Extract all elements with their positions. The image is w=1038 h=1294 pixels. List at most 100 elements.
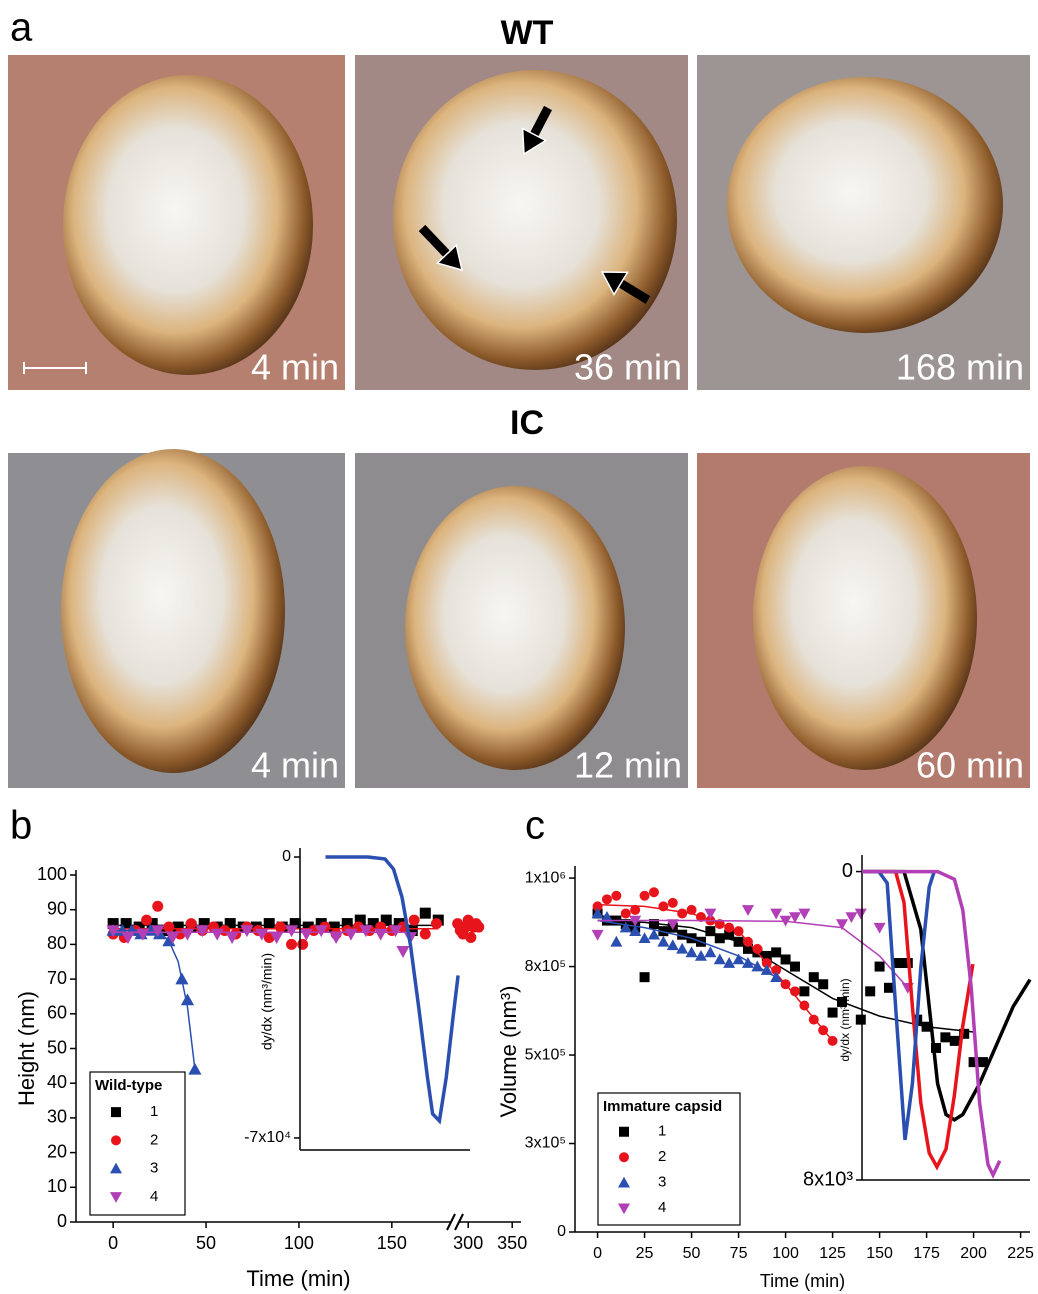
y-axis-label: Height (nm) (14, 991, 39, 1106)
marker (855, 909, 867, 920)
marker (657, 936, 669, 947)
marker (893, 958, 903, 968)
legend-label: 1 (150, 1103, 158, 1120)
marker (611, 891, 621, 901)
capsid (405, 486, 625, 770)
marker (667, 939, 679, 950)
capsid (727, 77, 1003, 333)
y-tick-label: 0 (282, 848, 291, 865)
x-axis-label: Time (min) (760, 1271, 845, 1291)
marker (770, 909, 782, 920)
x-tick-label: 0 (108, 1233, 118, 1253)
time-label: 60 min (916, 745, 1024, 786)
marker (152, 901, 163, 912)
x-axis-label: Time (min) (246, 1266, 350, 1291)
marker (828, 1036, 838, 1046)
marker (799, 986, 809, 996)
x-tick-label: 300 (453, 1233, 483, 1253)
y-tick-label: 0 (57, 1211, 67, 1231)
marker (640, 891, 650, 901)
legend-label: 4 (658, 1199, 666, 1216)
marker (856, 1015, 866, 1025)
x-tick-label: 125 (819, 1245, 846, 1262)
row-title: WT (501, 14, 554, 52)
marker (818, 1025, 828, 1035)
y-tick-label: 3x10⁵ (525, 1135, 566, 1152)
marker (420, 928, 431, 939)
marker (705, 926, 715, 936)
marker (668, 898, 678, 908)
marker (141, 915, 152, 926)
x-tick-label: 0 (593, 1245, 602, 1262)
marker (592, 930, 604, 941)
marker (874, 923, 886, 934)
y-tick-label: 8x10³ (803, 1168, 853, 1190)
marker (875, 962, 885, 972)
marker (686, 946, 698, 957)
marker (286, 939, 297, 950)
legend-title: Immature capsid (603, 1098, 722, 1115)
legend-marker (619, 1127, 629, 1137)
marker (473, 922, 484, 933)
marker (264, 918, 275, 929)
y-tick-label: 30 (47, 1107, 67, 1127)
marker (734, 926, 744, 936)
marker (771, 947, 781, 957)
curve (862, 872, 934, 1140)
marker (845, 912, 857, 923)
marker (188, 1063, 201, 1075)
y-tick-label: 40 (47, 1072, 67, 1092)
marker (374, 929, 387, 941)
marker (790, 986, 800, 996)
x-tick-label: 350 (497, 1233, 527, 1253)
marker (649, 887, 659, 897)
marker (818, 979, 828, 989)
marker (798, 909, 810, 920)
page: {"panel_labels": ["a", "b", "c"], "panel… (0, 0, 1038, 1294)
time-label: 168 min (896, 347, 1024, 388)
y-tick-label: 100 (37, 864, 67, 884)
marker (865, 986, 875, 996)
marker (409, 915, 420, 926)
marker (752, 944, 762, 954)
y-tick-label: 70 (47, 968, 67, 988)
legend-marker (619, 1152, 629, 1162)
x-tick-label: 150 (866, 1245, 893, 1262)
fit-line (113, 931, 195, 1070)
marker (677, 908, 687, 918)
y-tick-label: 5x10⁵ (525, 1046, 566, 1063)
legend-label: 3 (150, 1160, 158, 1177)
marker (799, 1000, 809, 1010)
y-tick-label: 50 (47, 1037, 67, 1057)
time-label: 4 min (251, 745, 339, 786)
marker (431, 918, 442, 929)
y-tick-label: 80 (47, 933, 67, 953)
x-tick-label: 100 (284, 1233, 314, 1253)
marker (640, 972, 650, 982)
legend-title: Wild-type (95, 1077, 162, 1094)
legend-label: 1 (658, 1123, 666, 1140)
x-tick-label: 175 (913, 1245, 940, 1262)
marker (639, 932, 651, 943)
marker (715, 933, 725, 943)
capsid (61, 449, 285, 773)
y-tick-label: 0 (842, 860, 853, 882)
marker (297, 939, 308, 950)
y-tick-label: 60 (47, 1003, 67, 1023)
y-tick-label: 90 (47, 898, 67, 918)
legend-label: 3 (658, 1174, 666, 1191)
x-tick-label: 200 (960, 1245, 987, 1262)
marker (275, 922, 286, 933)
marker (163, 922, 174, 933)
marker (420, 908, 431, 919)
y-tick-label: 1x10⁶ (525, 869, 566, 886)
y-tick-label: 8x10⁵ (525, 958, 566, 975)
marker (329, 932, 342, 944)
marker (630, 905, 640, 915)
legend-marker (111, 1135, 121, 1145)
marker (704, 946, 716, 957)
marker (658, 901, 668, 911)
marker (723, 957, 735, 968)
panel-label: b (10, 804, 32, 848)
marker (687, 905, 697, 915)
